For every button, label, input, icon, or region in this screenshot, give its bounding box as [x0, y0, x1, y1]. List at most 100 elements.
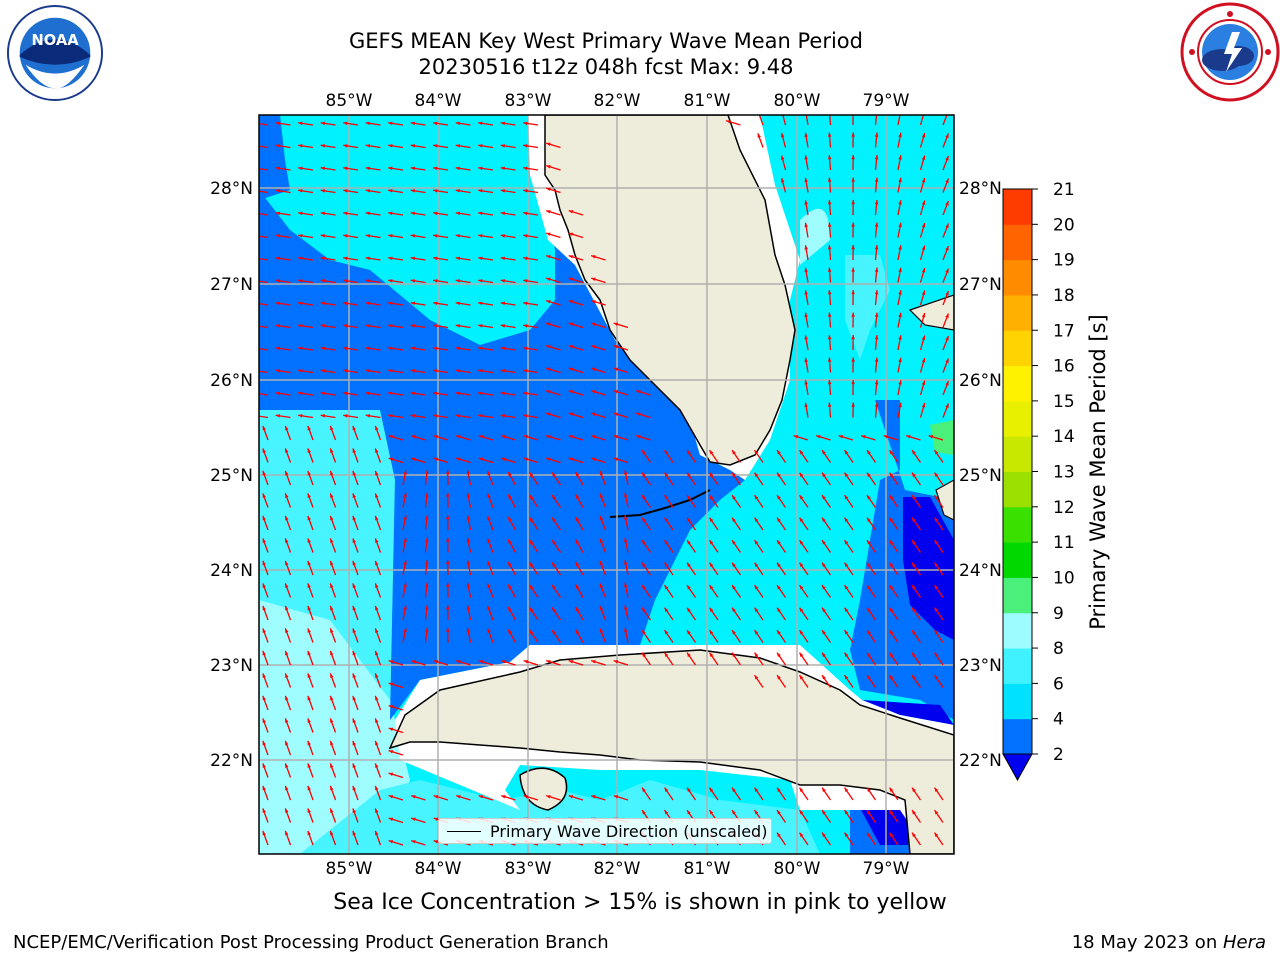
wave-arrow-head [262, 538, 266, 543]
wave-arrow-head [478, 166, 483, 171]
wave-arrow-head [624, 582, 628, 588]
wave-arrow-head [433, 166, 438, 171]
wave-arrow-head [912, 585, 916, 590]
wave-arrow-head [889, 585, 894, 590]
wave-arrow-head [410, 166, 416, 171]
wave-arrow-head [307, 538, 311, 543]
wave-arrow-head [298, 211, 303, 216]
wave-arrow-head [500, 189, 506, 193]
colorbar-segment [1003, 542, 1032, 578]
wave-arrow [805, 115, 809, 126]
wave-arrow-head [478, 234, 483, 238]
colorbar-segment [1003, 330, 1032, 367]
wave-arrow-head [487, 583, 491, 589]
wave-arrow-head [898, 267, 902, 273]
wave-arrow-head [827, 222, 832, 227]
wave-arrow-head [945, 358, 949, 364]
wave-arrow-head [253, 302, 257, 305]
wave-arrow-head [827, 155, 832, 160]
wave-arrow-head [921, 200, 926, 206]
wave-arrow-head [446, 515, 450, 520]
wave-arrow-head [285, 740, 289, 746]
wave-arrow-head [466, 515, 471, 520]
wave-arrow-head [664, 607, 669, 613]
wave-arrow-head [466, 537, 471, 543]
wave-arrow-head [500, 166, 506, 171]
wave-arrow-head [777, 652, 781, 658]
wave-arrow-head [275, 346, 281, 351]
wave-arrow-head [478, 324, 483, 328]
wave-arrow-head [410, 369, 416, 373]
colorbar-tick-label: 19 [1053, 251, 1075, 271]
wave-arrow-head [804, 312, 808, 318]
wave-arrow-head [523, 234, 528, 238]
wave-arrow-head [804, 200, 808, 205]
wave-arrow-head [636, 390, 641, 394]
colorbar-tick-label: 10 [1053, 568, 1075, 588]
wave-arrow-head [285, 470, 289, 476]
wave-arrow-head [709, 517, 714, 523]
wave-arrow-head [411, 435, 416, 439]
wave-arrow-head [552, 562, 556, 567]
wave-arrow-head [375, 718, 379, 723]
wave-arrow-head [945, 268, 949, 274]
wave-arrow-head [352, 583, 356, 588]
wave-arrow-head [508, 629, 512, 634]
wave-arrow-head [365, 391, 371, 396]
wave-arrow-head [352, 425, 356, 431]
wave-arrow-head [500, 369, 506, 373]
wave-arrow-head [307, 718, 311, 723]
wave-arrow-head [320, 369, 326, 373]
wave-arrow-head [934, 675, 939, 680]
wave-arrow-head [804, 357, 808, 363]
wave-arrow-head [455, 279, 461, 283]
wave-arrow-head [709, 787, 714, 793]
wave-arrow-head [945, 403, 949, 409]
wave-arrow-head [827, 335, 832, 340]
wave-arrow-head [285, 808, 289, 813]
wave-arrow-head [285, 718, 289, 723]
wave-arrow-head [508, 584, 512, 589]
wave-arrow-head [375, 605, 379, 611]
wave-arrow-head [777, 585, 781, 590]
wave-arrow-head [388, 682, 394, 686]
wave-arrow-head [912, 607, 916, 613]
wave-arrow-head [330, 785, 334, 791]
wave-arrow-head [508, 539, 512, 544]
wave-arrow-head [822, 675, 826, 680]
wave-arrow-head [804, 177, 808, 183]
wave-arrow-head [867, 585, 871, 590]
wave-arrow-head [754, 562, 759, 568]
wave-arrow-head [709, 450, 714, 455]
wave-arrow-head [375, 538, 379, 543]
wave-arrow-head [262, 493, 266, 498]
wave-arrow-head [343, 391, 348, 396]
wave-arrow-head [352, 515, 356, 521]
wave-arrow-head [546, 390, 551, 394]
wave-arrow-head [934, 517, 939, 523]
wave-arrow-head [921, 290, 926, 296]
wave-arrow-head [642, 607, 646, 613]
wave-arrow-head [307, 808, 311, 813]
wave-arrow-head [433, 660, 439, 664]
wave-arrow-head [912, 517, 916, 523]
wave-arrow-head [642, 652, 646, 658]
wave-arrow-head [330, 448, 334, 453]
wave-arrow-head [851, 110, 855, 114]
wave-arrow-head [478, 211, 483, 216]
wave-arrow-head [466, 605, 471, 610]
wave-arrow-head [343, 279, 348, 283]
wave-arrow-head [546, 232, 551, 236]
lon-label: 85°W [326, 859, 373, 879]
wave-arrow-head [867, 495, 871, 500]
wave-arrow-head [307, 830, 311, 836]
period-2-4-gulf [259, 190, 745, 720]
wave-arrow-head [455, 234, 461, 238]
lat-labels-left: 28°N 27°N 26°N 25°N 24°N 23°N 22°N [210, 179, 253, 771]
lon-label: 79°W [863, 859, 910, 879]
wave-arrow-head [642, 562, 646, 568]
wave-arrow-head [591, 435, 596, 439]
colorbar-tick-label: 11 [1053, 533, 1075, 553]
wave-arrow-head [754, 495, 759, 500]
wave-arrow-head [388, 391, 393, 396]
